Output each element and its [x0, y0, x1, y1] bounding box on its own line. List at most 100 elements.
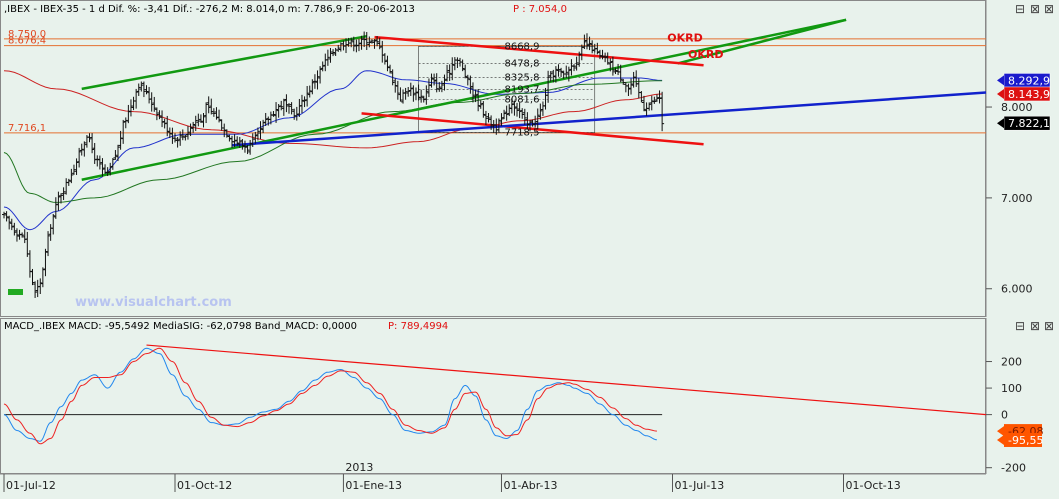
level-annotation: 8325,8 — [504, 72, 539, 83]
time-tick-label: 01-Abr-13 — [503, 479, 557, 492]
ohlc-bar — [110, 158, 115, 170]
trend-line — [81, 18, 847, 181]
time-tick-label: 01-Oct-12 — [177, 479, 232, 492]
price-plot-area — [0, 0, 986, 317]
ohlc-bar — [398, 87, 403, 102]
ohlc-bar — [654, 94, 659, 102]
ohlc-bar — [460, 59, 465, 72]
close-icon[interactable]: ⊠ — [1044, 2, 1054, 16]
ohlc-bar — [258, 121, 263, 140]
ohlc-bar — [572, 64, 577, 72]
ohlc-bar — [600, 49, 605, 60]
time-tick-label: 01-Jul-13 — [674, 479, 724, 492]
level-annotation: 8668,9 — [504, 41, 539, 52]
ohlc-bar — [367, 36, 372, 48]
ohlc-bar — [157, 110, 162, 120]
ohlc-bar — [7, 215, 12, 230]
ohlc-bar — [279, 100, 284, 111]
ohlc-bar — [424, 85, 429, 105]
ohlc-bar — [450, 57, 455, 81]
watermark: www.visualchart.com — [75, 295, 232, 310]
ohlc-bar — [408, 82, 413, 96]
ohlc-bar — [520, 108, 525, 119]
ohlc-bar — [364, 32, 369, 50]
ohlc-bar — [173, 133, 178, 143]
ohlc-bar — [255, 127, 260, 141]
ohlc-bar — [134, 88, 139, 109]
ohlc-bar — [61, 187, 66, 201]
ohlc-bar — [310, 79, 315, 95]
ohlc-bar — [556, 64, 561, 77]
ohlc-bar — [647, 102, 652, 111]
close-icon[interactable]: ⊠ — [1044, 319, 1054, 333]
macd-axis: 200 100 0 -200 — [986, 356, 1026, 475]
ohlc-bar — [224, 129, 229, 138]
ohlc-bar — [144, 85, 149, 95]
ohlc-bar — [473, 90, 478, 103]
ohlc-bar — [315, 70, 320, 90]
ohlc-bar — [14, 228, 19, 242]
ohlc-bar — [551, 69, 556, 83]
ohlc-bar — [574, 56, 579, 71]
ohlc-bar — [152, 96, 157, 112]
time-axis: 01-Jul-12 01-Oct-12 01-Ene-13 01-Abr-13 01-J… — [0, 461, 986, 492]
ohlc-bar — [59, 193, 64, 204]
ohlc-bar — [463, 64, 468, 79]
ohlc-bar — [276, 104, 281, 118]
macd-series-line — [3, 347, 657, 445]
minimize-icon[interactable]: ⊟ — [1015, 319, 1025, 333]
macd-series-line — [3, 347, 657, 442]
ohlc-bar — [388, 64, 393, 74]
ohlc-bar — [253, 131, 258, 144]
ohlc-bar — [429, 73, 434, 88]
ohlc-bar — [43, 248, 48, 277]
minimize-icon[interactable]: ⊟ — [1015, 2, 1025, 16]
ohlc-bar — [294, 106, 299, 121]
ohlc-bar — [90, 133, 95, 154]
ohlc-bar — [613, 67, 618, 75]
price-window-controls: ⊟ ⊠ ⊠ — [1015, 2, 1054, 16]
ohlc-bar — [546, 70, 551, 103]
ohlc-bar — [559, 67, 564, 78]
ohlc-bar — [113, 150, 118, 160]
ohlc-bar — [237, 136, 242, 148]
ohlc-bars — [2, 31, 665, 298]
ohlc-bar — [564, 65, 569, 79]
dashed-level-box — [418, 45, 596, 133]
ohlc-bar — [160, 110, 165, 128]
ohlc-bar — [74, 158, 79, 175]
maximize-icon[interactable]: ⊠ — [1030, 2, 1040, 16]
year-marker-label: 2013 — [345, 461, 373, 474]
moving-averages — [3, 70, 663, 231]
trend-line — [81, 34, 367, 91]
ohlc-bar — [641, 95, 646, 112]
ohlc-bar — [582, 34, 587, 50]
price-axis: 8.000 7.000 6.000 — [986, 101, 1033, 296]
ohlc-bar — [359, 35, 364, 50]
ohlc-bar — [483, 110, 488, 126]
ohlc-bar — [512, 100, 517, 116]
ohlc-bar — [439, 80, 444, 93]
ohlc-bar — [2, 211, 6, 219]
ohlc-bar — [299, 94, 304, 114]
macd-panel: 200 100 0 -200 -62,08-95,55 MACD_.IBEX MACD… — [0, 318, 1054, 475]
ohlc-bar — [185, 125, 190, 140]
ohlc-bar — [302, 96, 307, 108]
ohlc-bar — [618, 64, 623, 83]
ohlc-bar — [403, 87, 408, 100]
ohlc-bar — [38, 278, 43, 295]
ohlc-bar — [56, 191, 61, 211]
price-tag-pointer — [997, 75, 1004, 86]
ohlc-bar — [605, 52, 610, 65]
macd-value-tags: -62,08-95,55 — [997, 424, 1043, 447]
ohlc-bar — [97, 155, 102, 170]
ohlc-bar — [496, 118, 501, 133]
price-tick-label: 8.000 — [1001, 101, 1033, 114]
ohlc-bar — [196, 113, 201, 127]
ohlc-bar — [198, 114, 203, 123]
ohlc-bar — [382, 53, 387, 65]
maximize-icon[interactable]: ⊠ — [1030, 319, 1040, 333]
